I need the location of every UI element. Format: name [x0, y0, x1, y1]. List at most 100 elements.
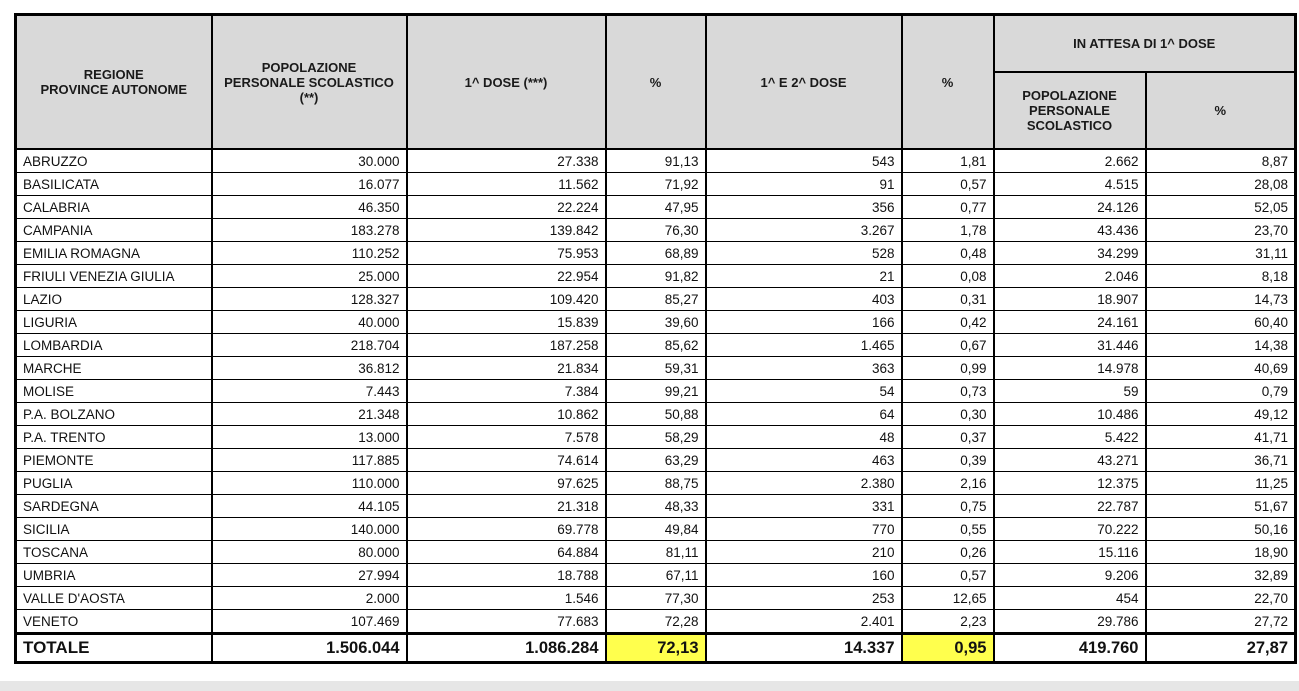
- region-cell: MARCHE: [14, 356, 213, 380]
- value-cell: 36.812: [210, 356, 408, 380]
- region-cell: PUGLIA: [14, 471, 213, 495]
- header-prima-dose: 1^ DOSE (***): [405, 13, 607, 150]
- table-row: VALLE D'AOSTA 2.000 1.546 77,30 253 12,65 454 2…: [14, 586, 1297, 610]
- value-cell: 11,25: [1144, 471, 1297, 495]
- table-row: EMILIA ROMAGNA 110.252 75.953 68,89 528 0,48 3…: [14, 241, 1297, 265]
- value-cell: 10.486: [992, 402, 1147, 426]
- value-cell: 1,81: [900, 148, 995, 173]
- value-cell: 22,70: [1144, 586, 1297, 610]
- region-cell: UMBRIA: [14, 563, 213, 587]
- value-cell: 11.562: [405, 172, 607, 196]
- value-cell: 46.350: [210, 195, 408, 219]
- table-row: PUGLIA 110.000 97.625 88,75 2.380 2,16 12.375 1…: [14, 471, 1297, 495]
- value-cell: 10.862: [405, 402, 607, 426]
- value-cell: 2.662: [992, 148, 1147, 173]
- value-cell: 81,11: [604, 540, 707, 564]
- value-cell: 0,31: [900, 287, 995, 311]
- value-cell: 72,28: [604, 609, 707, 634]
- value-cell: 32,89: [1144, 563, 1297, 587]
- region-cell: BASILICATA: [14, 172, 213, 196]
- value-cell: 23,70: [1144, 218, 1297, 242]
- value-cell: 31,11: [1144, 241, 1297, 265]
- value-cell: 1,78: [900, 218, 995, 242]
- value-cell: 24.161: [992, 310, 1147, 334]
- value-cell: 48,33: [604, 494, 707, 518]
- region-cell: FRIULI VENEZIA GIULIA: [14, 264, 213, 288]
- value-cell: 12,65: [900, 586, 995, 610]
- value-cell: 210: [704, 540, 903, 564]
- page-bottom-strip: [0, 681, 1299, 691]
- value-cell: 543: [704, 148, 903, 173]
- value-cell: 40,69: [1144, 356, 1297, 380]
- value-cell: 9.206: [992, 563, 1147, 587]
- header-prima-e-seconda-dose: 1^ E 2^ DOSE: [704, 13, 903, 150]
- value-cell: 16.077: [210, 172, 408, 196]
- value-cell: 14,73: [1144, 287, 1297, 311]
- value-cell: 40.000: [210, 310, 408, 334]
- value-cell: 0,75: [900, 494, 995, 518]
- value-cell: 253: [704, 586, 903, 610]
- value-cell: 63,29: [604, 448, 707, 472]
- table-row: UMBRIA 27.994 18.788 67,11 160 0,57 9.206 32,89: [14, 563, 1297, 587]
- value-cell: 97.625: [405, 471, 607, 495]
- table-row: P.A. BOLZANO 21.348 10.862 50,88 64 0,30 10.48…: [14, 402, 1297, 426]
- value-cell: 68,89: [604, 241, 707, 265]
- table-row: FRIULI VENEZIA GIULIA 25.000 22.954 91,82 21…: [14, 264, 1297, 288]
- value-cell: 5.422: [992, 425, 1147, 449]
- value-cell: 39,60: [604, 310, 707, 334]
- school-personnel-vaccination-table: REGIONE PROVINCE AUTONOME POPOLAZIONE PE…: [14, 13, 1297, 664]
- value-cell: 21.318: [405, 494, 607, 518]
- value-cell: 64.884: [405, 540, 607, 564]
- value-cell: 331: [704, 494, 903, 518]
- value-cell: 91: [704, 172, 903, 196]
- region-cell: CALABRIA: [14, 195, 213, 219]
- value-cell: 24.126: [992, 195, 1147, 219]
- value-cell: 36,71: [1144, 448, 1297, 472]
- total-value-cell: 1.506.044: [210, 632, 408, 664]
- value-cell: 1.546: [405, 586, 607, 610]
- value-cell: 0,73: [900, 379, 995, 403]
- value-cell: 14.978: [992, 356, 1147, 380]
- value-cell: 43.271: [992, 448, 1147, 472]
- total-value-cell: 1.086.284: [405, 632, 607, 664]
- table-body: ABRUZZO 30.000 27.338 91,13 543 1,81 2.662 8,87…: [14, 148, 1297, 634]
- value-cell: 27.338: [405, 148, 607, 173]
- header-popolazione-personale-scolastico: POPOLAZIONE PERSONALE SCOLASTICO (**): [210, 13, 408, 150]
- total-value-cell-highlighted: 0,95: [900, 632, 995, 664]
- value-cell: 22.954: [405, 264, 607, 288]
- value-cell: 21.834: [405, 356, 607, 380]
- region-cell: LOMBARDIA: [14, 333, 213, 357]
- value-cell: 13.000: [210, 425, 408, 449]
- value-cell: 47,95: [604, 195, 707, 219]
- region-cell: EMILIA ROMAGNA: [14, 241, 213, 265]
- value-cell: 91,13: [604, 148, 707, 173]
- value-cell: 27,72: [1144, 609, 1297, 634]
- value-cell: 0,79: [1144, 379, 1297, 403]
- total-value-cell: 27,87: [1144, 632, 1297, 664]
- value-cell: 49,84: [604, 517, 707, 541]
- value-cell: 41,71: [1144, 425, 1297, 449]
- value-cell: 85,62: [604, 333, 707, 357]
- region-cell: ABRUZZO: [14, 148, 213, 173]
- value-cell: 18.907: [992, 287, 1147, 311]
- value-cell: 110.000: [210, 471, 408, 495]
- value-cell: 22.787: [992, 494, 1147, 518]
- value-cell: 770: [704, 517, 903, 541]
- value-cell: 8,18: [1144, 264, 1297, 288]
- value-cell: 59: [992, 379, 1147, 403]
- value-cell: 0,57: [900, 563, 995, 587]
- total-value-cell-highlighted: 72,13: [604, 632, 707, 664]
- value-cell: 0,48: [900, 241, 995, 265]
- value-cell: 2,16: [900, 471, 995, 495]
- value-cell: 187.258: [405, 333, 607, 357]
- value-cell: 43.436: [992, 218, 1147, 242]
- value-cell: 109.420: [405, 287, 607, 311]
- value-cell: 7.578: [405, 425, 607, 449]
- region-cell: LAZIO: [14, 287, 213, 311]
- table-row: TOSCANA 80.000 64.884 81,11 210 0,26 15.116 18,…: [14, 540, 1297, 564]
- value-cell: 356: [704, 195, 903, 219]
- value-cell: 140.000: [210, 517, 408, 541]
- value-cell: 0,42: [900, 310, 995, 334]
- value-cell: 110.252: [210, 241, 408, 265]
- region-cell: P.A. BOLZANO: [14, 402, 213, 426]
